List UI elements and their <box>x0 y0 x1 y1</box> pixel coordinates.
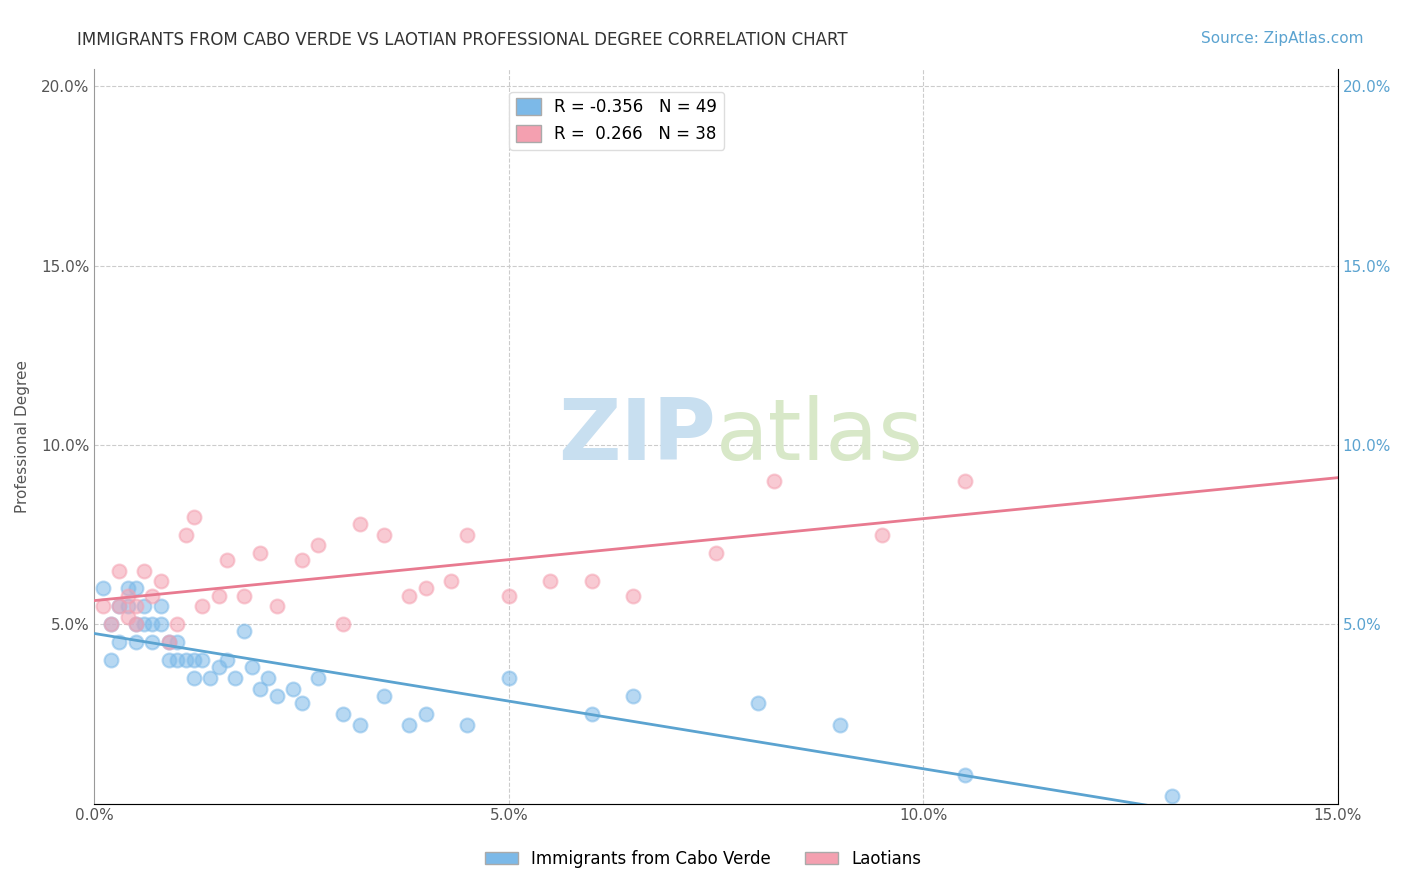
Point <box>498 671 520 685</box>
Point <box>870 527 893 541</box>
Point <box>191 653 214 667</box>
Point <box>307 538 329 552</box>
Point <box>290 696 312 710</box>
Point <box>141 617 163 632</box>
Point <box>349 717 371 731</box>
Point <box>157 635 180 649</box>
Point <box>704 546 727 560</box>
Point <box>456 717 478 731</box>
Point <box>100 617 122 632</box>
Text: IMMIGRANTS FROM CABO VERDE VS LAOTIAN PROFESSIONAL DEGREE CORRELATION CHART: IMMIGRANTS FROM CABO VERDE VS LAOTIAN PR… <box>77 31 848 49</box>
Point <box>257 671 280 685</box>
Point <box>232 624 254 639</box>
Point <box>125 599 148 614</box>
Point <box>132 599 155 614</box>
Point <box>208 589 231 603</box>
Point <box>266 689 288 703</box>
Point <box>132 617 155 632</box>
Point <box>240 660 263 674</box>
Point <box>141 589 163 603</box>
Point <box>747 696 769 710</box>
Point <box>621 689 644 703</box>
Point <box>91 582 114 596</box>
Point <box>830 717 852 731</box>
Point <box>149 599 172 614</box>
Point <box>149 574 172 589</box>
Point <box>373 527 395 541</box>
Legend: R = -0.356   N = 49, R =  0.266   N = 38: R = -0.356 N = 49, R = 0.266 N = 38 <box>509 92 724 150</box>
Point <box>498 589 520 603</box>
Point <box>398 589 420 603</box>
Point <box>307 671 329 685</box>
Point <box>117 610 139 624</box>
Point <box>215 653 238 667</box>
Point <box>108 635 131 649</box>
Point <box>191 599 214 614</box>
Point <box>141 635 163 649</box>
Point <box>224 671 246 685</box>
Point <box>174 527 197 541</box>
Point <box>117 599 139 614</box>
Point <box>117 589 139 603</box>
Point <box>332 706 354 721</box>
Point <box>208 660 231 674</box>
Point <box>125 617 148 632</box>
Point <box>149 617 172 632</box>
Point <box>157 653 180 667</box>
Point <box>332 617 354 632</box>
Text: atlas: atlas <box>716 394 924 477</box>
Point <box>108 599 131 614</box>
Point <box>125 635 148 649</box>
Point <box>953 474 976 488</box>
Point <box>91 599 114 614</box>
Point <box>183 509 205 524</box>
Point <box>200 671 222 685</box>
Point <box>621 589 644 603</box>
Y-axis label: Professional Degree: Professional Degree <box>15 359 30 513</box>
Point <box>456 527 478 541</box>
Legend: Immigrants from Cabo Verde, Laotians: Immigrants from Cabo Verde, Laotians <box>478 844 928 875</box>
Text: Source: ZipAtlas.com: Source: ZipAtlas.com <box>1201 31 1364 46</box>
Point <box>125 617 148 632</box>
Point <box>249 546 271 560</box>
Point <box>215 553 238 567</box>
Point <box>117 582 139 596</box>
Point <box>249 681 271 696</box>
Point <box>953 768 976 782</box>
Point <box>415 582 437 596</box>
Point <box>100 617 122 632</box>
Point <box>166 635 188 649</box>
Point <box>183 653 205 667</box>
Point <box>166 617 188 632</box>
Point <box>763 474 786 488</box>
Point <box>581 706 603 721</box>
Point <box>266 599 288 614</box>
Point <box>132 564 155 578</box>
Point <box>174 653 197 667</box>
Point <box>349 516 371 531</box>
Point <box>125 582 148 596</box>
Point <box>283 681 305 696</box>
Point <box>373 689 395 703</box>
Point <box>1161 789 1184 804</box>
Point <box>232 589 254 603</box>
Point <box>100 653 122 667</box>
Point <box>581 574 603 589</box>
Point <box>166 653 188 667</box>
Point <box>415 706 437 721</box>
Point <box>440 574 463 589</box>
Point <box>398 717 420 731</box>
Point <box>108 599 131 614</box>
Text: ZIP: ZIP <box>558 394 716 477</box>
Point <box>183 671 205 685</box>
Point <box>108 564 131 578</box>
Point <box>538 574 561 589</box>
Point <box>157 635 180 649</box>
Point <box>290 553 312 567</box>
